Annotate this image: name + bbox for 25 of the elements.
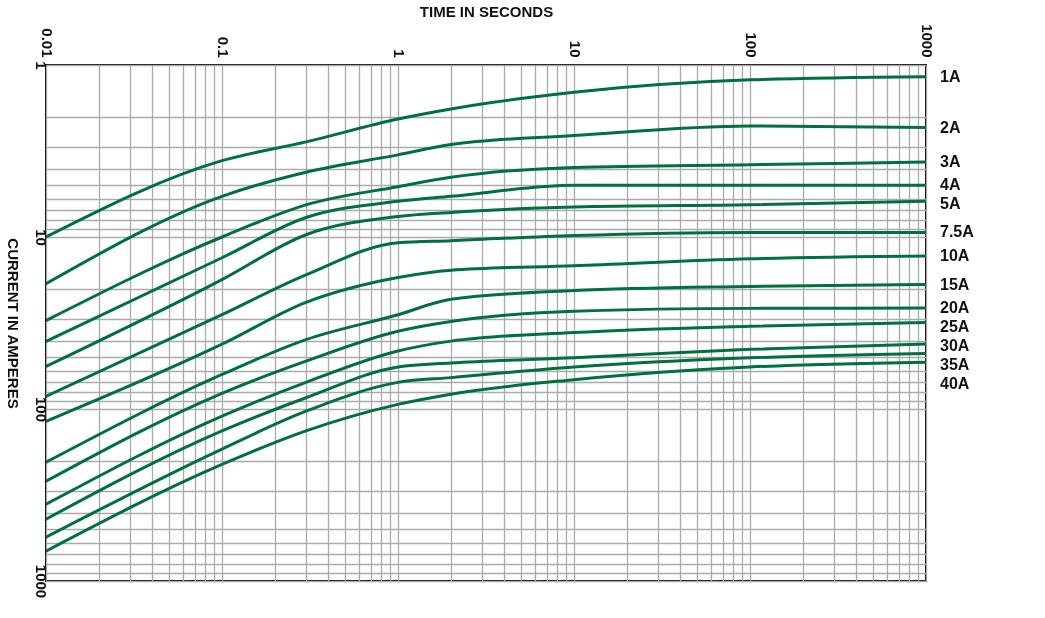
y-tick-label: 10 [32,229,50,246]
x-tick-label: 10 [566,40,584,58]
series-label: 35A [940,356,970,374]
series-label: 1A [940,67,961,85]
x-tick-label: 100 [742,32,760,58]
y-tick-label: 100 [32,396,50,423]
series-label: 4A [940,176,961,194]
x-tick-label: 0.01 [38,28,56,58]
y-tick-label: 1000 [32,564,50,599]
x-tick-label: 1 [390,49,408,58]
series-label: 25A [940,318,970,336]
series-label: 15A [940,275,970,293]
series-label: 5A [940,195,961,213]
series-label: 7.5A [940,223,975,241]
y-axis-title: CURRENT IN AMPERES [4,238,22,409]
x-axis-title: TIME IN SECONDS [419,3,554,21]
series-label: 40A [940,375,970,393]
x-tick-label: 0.1 [214,36,232,58]
series-label: 20A [940,299,970,317]
y-tick-label: 1 [32,61,50,70]
x-tick-label: 1000 [918,24,936,58]
series-label: 10A [940,247,970,265]
series-label: 30A [940,337,970,355]
series-label: 2A [940,118,961,136]
series-label: 3A [940,153,961,171]
